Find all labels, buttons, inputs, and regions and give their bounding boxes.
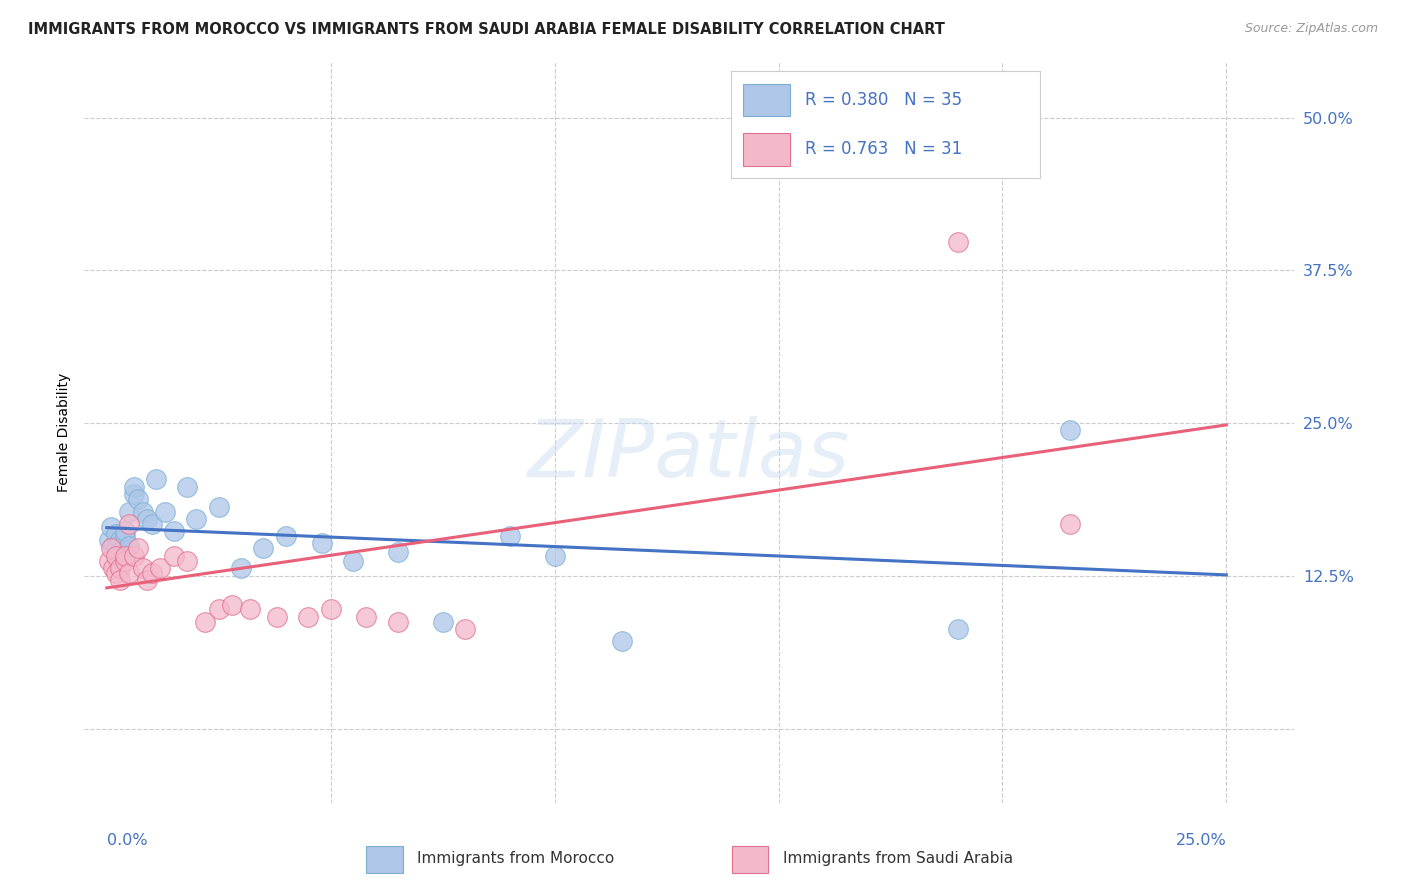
Point — [252, 541, 274, 556]
Point — [108, 573, 131, 587]
Text: IMMIGRANTS FROM MOROCCO VS IMMIGRANTS FROM SAUDI ARABIA FEMALE DISABILITY CORREL: IMMIGRANTS FROM MOROCCO VS IMMIGRANTS FR… — [28, 22, 945, 37]
Point — [946, 622, 969, 636]
Point — [946, 235, 969, 250]
Point — [118, 566, 141, 580]
Point — [98, 553, 121, 567]
Point — [131, 504, 153, 518]
Bar — [731, 847, 768, 873]
Point — [454, 622, 477, 636]
Point — [149, 561, 172, 575]
Point — [136, 512, 159, 526]
Point — [163, 524, 186, 538]
Point — [387, 615, 409, 629]
Point — [118, 516, 141, 531]
Point — [122, 487, 145, 501]
Point — [104, 549, 127, 563]
Point — [239, 602, 262, 616]
Text: R = 0.763   N = 31: R = 0.763 N = 31 — [806, 141, 963, 159]
Point — [104, 566, 127, 580]
Point — [103, 539, 125, 553]
Point — [176, 553, 198, 567]
Point — [163, 549, 186, 563]
Point — [114, 549, 136, 563]
Point — [122, 549, 145, 563]
Point — [1059, 423, 1081, 437]
Point — [104, 526, 127, 541]
Point — [136, 573, 159, 587]
Point — [141, 566, 163, 580]
Text: Immigrants from Saudi Arabia: Immigrants from Saudi Arabia — [783, 851, 1012, 866]
Text: Source: ZipAtlas.com: Source: ZipAtlas.com — [1244, 22, 1378, 36]
Point — [141, 516, 163, 531]
Point — [208, 602, 231, 616]
Point — [131, 561, 153, 575]
Text: Immigrants from Morocco: Immigrants from Morocco — [418, 851, 614, 866]
Point — [127, 492, 149, 507]
Text: ZIPatlas: ZIPatlas — [527, 416, 851, 494]
Point — [118, 539, 141, 553]
Point — [356, 609, 378, 624]
Point — [186, 512, 208, 526]
Point — [114, 529, 136, 543]
Point — [127, 541, 149, 556]
Point — [108, 545, 131, 559]
Point — [266, 609, 288, 624]
Point — [118, 504, 141, 518]
Bar — [744, 84, 790, 116]
Point — [114, 553, 136, 567]
Point — [103, 561, 125, 575]
Point — [1059, 516, 1081, 531]
Point — [176, 480, 198, 494]
Point — [342, 553, 364, 567]
Point — [311, 536, 333, 550]
Point — [98, 533, 121, 547]
Point — [432, 615, 454, 629]
Point — [319, 602, 342, 616]
Point — [610, 634, 633, 648]
Y-axis label: Female Disability: Female Disability — [58, 373, 72, 492]
Point — [100, 541, 122, 556]
Point — [145, 471, 167, 485]
Point — [108, 533, 131, 547]
Text: 25.0%: 25.0% — [1175, 833, 1226, 848]
Text: R = 0.380   N = 35: R = 0.380 N = 35 — [806, 91, 963, 109]
Point — [499, 529, 522, 543]
Bar — [744, 134, 790, 166]
Point — [122, 480, 145, 494]
Point — [108, 561, 131, 575]
Point — [114, 524, 136, 538]
Point — [221, 598, 243, 612]
Point — [194, 615, 217, 629]
Point — [153, 504, 176, 518]
Point — [229, 561, 252, 575]
Point — [104, 541, 127, 556]
Point — [100, 520, 122, 534]
Point — [208, 500, 231, 514]
Bar — [366, 847, 402, 873]
Point — [297, 609, 319, 624]
Point — [543, 549, 565, 563]
Text: 0.0%: 0.0% — [107, 833, 148, 848]
Point — [274, 529, 297, 543]
Point — [387, 545, 409, 559]
